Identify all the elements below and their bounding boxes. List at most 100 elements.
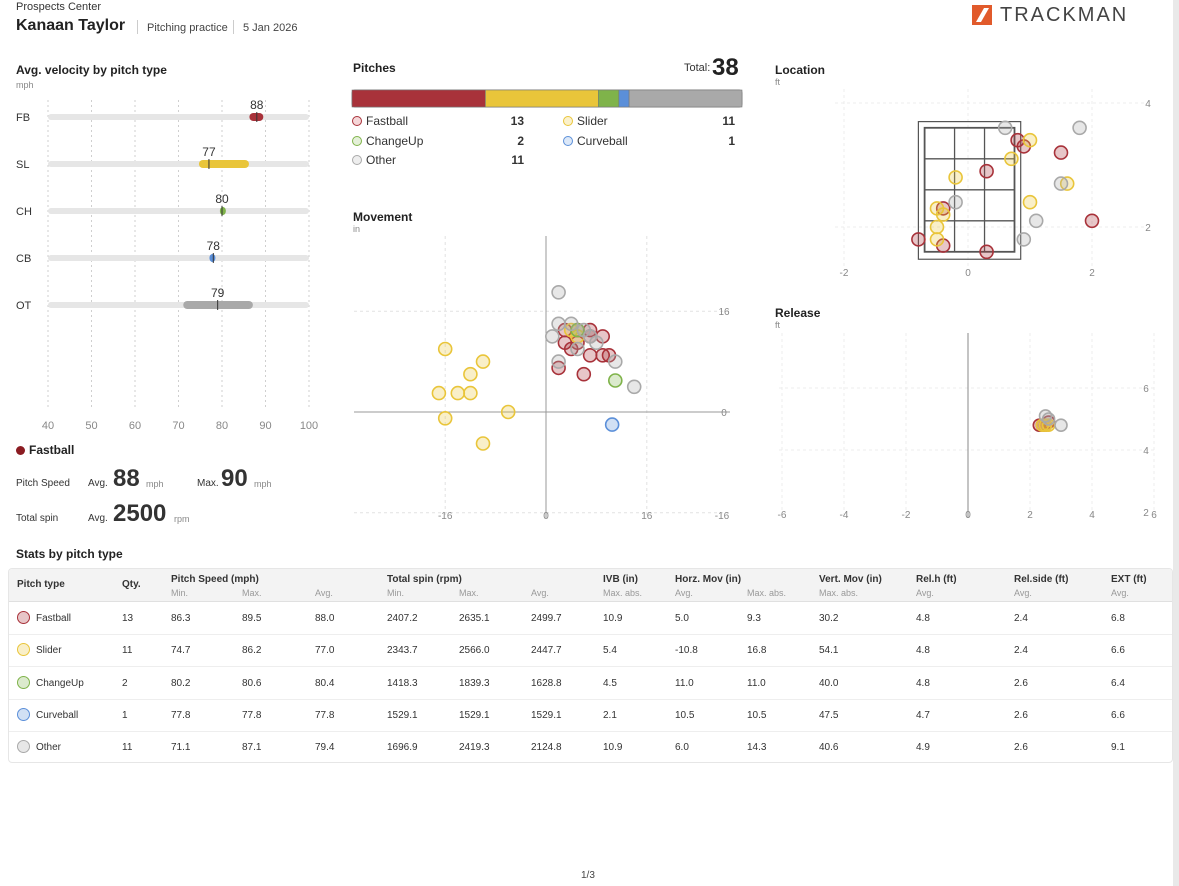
brand-name: TRACKMAN	[1000, 3, 1129, 26]
stats-title: Stats by pitch type	[16, 547, 123, 561]
scatter-point	[437, 411, 453, 426]
velocity-tick-label: 60	[129, 420, 141, 432]
cell-qty: 13	[122, 613, 134, 624]
header-horz: Horz. Mov (in)	[675, 574, 742, 585]
movement-tick-label: 16	[718, 307, 730, 318]
cell-ivb: 10.9	[603, 742, 623, 754]
scatter-point	[997, 120, 1013, 136]
scatter-point	[929, 232, 945, 247]
avg-spin-value: 2500	[113, 500, 167, 527]
movement-unit: in	[353, 224, 361, 234]
pitch-type-dot-icon	[17, 675, 30, 689]
velocity-range-bar	[219, 207, 226, 215]
pitch-type-dot-icon	[17, 643, 30, 657]
avg-speed-value: 88	[113, 465, 140, 492]
header-vert: Vert. Mov (in)	[819, 574, 882, 585]
cell-sp-avg: 88.0	[315, 613, 335, 624]
scatter-point	[948, 170, 963, 185]
cell-relside: 2.6	[1014, 709, 1028, 721]
cell-v-max: 30.2	[819, 613, 839, 624]
velocity-tick-label: 40	[42, 420, 54, 432]
cell-h-avg: 6.0	[675, 742, 689, 754]
scatter-point	[935, 207, 951, 222]
velocity-category-label: CH	[16, 206, 32, 218]
page-edge	[1173, 0, 1179, 886]
scatter-point	[1022, 132, 1038, 148]
table-row: ChangeUp 2 80.2 80.6 80.4 1418.3 1839.3 1628.8 4…	[9, 668, 1172, 700]
header-ivb-maxabs: Max. abs.	[603, 588, 643, 598]
max-speed-label: Max.	[197, 478, 219, 489]
release-tick-label: 2	[1143, 508, 1149, 519]
cell-h-max: 10.5	[747, 709, 767, 721]
fastball-legend-icon	[352, 116, 362, 126]
movement-tick-label: 0	[543, 511, 549, 522]
changeup-legend-icon	[352, 136, 362, 146]
scatter-point	[1038, 409, 1053, 423]
legend-changeup-count: 2	[517, 134, 524, 148]
stats-table: Pitch type Qty. Pitch Speed (mph) Min. M…	[8, 568, 1173, 763]
cell-spin-max: 1529.1	[459, 709, 490, 721]
location-tick-label: 0	[965, 268, 971, 279]
scatter-point	[450, 385, 466, 401]
legend-curveball: Curveball	[563, 134, 628, 148]
header-ivb: IVB (in)	[603, 574, 638, 585]
velocity-avg-label: 79	[211, 286, 225, 300]
location-tick-label: 2	[1145, 223, 1151, 234]
cell-sp-max: 86.2	[242, 645, 262, 657]
location-tick-label: 4	[1145, 99, 1151, 110]
pitches-title: Pitches	[353, 61, 396, 75]
header-sp-min: Min.	[171, 588, 189, 598]
table-row: Fastball 13 86.3 89.5 88.0 2407.2 2635.1 2499.7…	[9, 603, 1172, 635]
scatter-point	[551, 285, 566, 300]
scatter-point	[463, 385, 478, 401]
cell-h-max: 16.8	[747, 645, 767, 657]
header-spin-avg: Avg.	[531, 588, 549, 598]
pitch-distribution-bar	[351, 89, 743, 108]
cell-sp-avg: 77.0	[315, 645, 335, 657]
scatter-point	[1010, 132, 1025, 148]
velocity-unit: mph	[16, 80, 34, 90]
scatter-point	[551, 354, 566, 369]
legend-slider-label: Slider	[577, 114, 608, 128]
total-label: Total:	[684, 62, 711, 74]
header-relside: Rel.side (ft)	[1014, 574, 1069, 585]
legend-changeup-label: ChangeUp	[366, 134, 424, 148]
cell-spin-min: 1418.3	[387, 677, 418, 689]
scatter-point	[979, 244, 994, 260]
header-spin-max: Max.	[459, 588, 479, 598]
movement-tick-label: -16	[438, 511, 453, 522]
cell-relh: 4.9	[916, 742, 930, 754]
cell-h-avg: 11.0	[675, 677, 694, 689]
cell-ext: 6.6	[1111, 709, 1125, 721]
cell-sp-max: 77.8	[242, 709, 262, 721]
velocity-tick-label: 80	[216, 420, 228, 432]
cell-qty: 11	[122, 645, 133, 657]
release-title: Release	[775, 306, 821, 320]
scatter-point	[607, 354, 623, 369]
cell-ext: 9.1	[1111, 742, 1125, 754]
cell-spin-avg: 2447.7	[531, 645, 562, 657]
cell-qty: 1	[122, 709, 128, 721]
legend-slider-count: 11	[722, 114, 735, 128]
scatter-point	[563, 316, 579, 332]
header-vert-maxabs: Max. abs.	[819, 588, 859, 598]
cell-spin-avg: 2124.8	[531, 742, 562, 754]
movement-tick-label: 16	[641, 511, 653, 522]
pitch-type-name: Fastball	[36, 613, 72, 624]
cell-sp-max: 89.5	[242, 613, 262, 624]
scatter-point	[1004, 151, 1019, 167]
movement-tick-label: 0	[721, 408, 727, 419]
velocity-avg-label: 80	[215, 192, 229, 206]
velocity-track	[48, 208, 309, 214]
pitch-type-dot-icon	[17, 740, 30, 754]
pitch-bar-segment	[485, 89, 599, 108]
cell-v-max: 54.1	[819, 645, 839, 657]
legend-fastball-count: 13	[510, 114, 524, 128]
player-name: Kanaan Taylor	[16, 17, 126, 34]
scatter-point	[911, 232, 926, 247]
table-row: Slider 11 74.7 86.2 77.0 2343.7 2566.0 2447.7 5.…	[9, 635, 1172, 668]
header-relh-avg: Avg.	[916, 588, 934, 598]
scatter-point	[1053, 176, 1069, 191]
pitch-bar-segment	[618, 89, 630, 108]
velocity-category-label: CB	[16, 253, 31, 265]
